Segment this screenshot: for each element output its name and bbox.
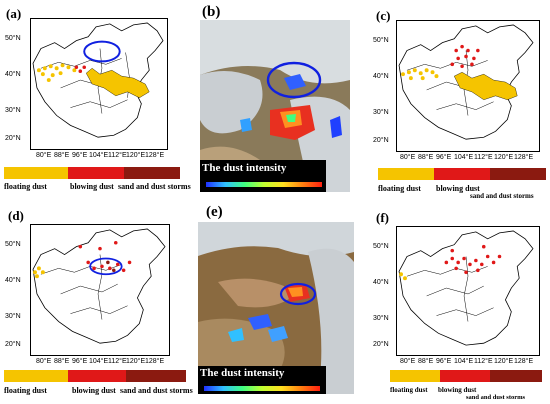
legend-blowing: blowing dust [72,386,116,395]
lat-label: 40°N [373,73,389,80]
lat-label: 50°N [373,37,389,44]
lon-label: 80°E [36,152,52,159]
lat-label: 20°N [373,137,389,144]
lon-label: 112°E [108,358,127,365]
lon-label: 120°E [494,358,514,365]
lat-label: 20°N [5,341,21,348]
intensity-colorbar-b: The dust intensity [200,160,326,192]
lon-label: 104°E [454,358,474,365]
lat-label: 20°N [373,341,389,348]
china-map-c [398,24,534,140]
legend-blowing: blowing dust [438,386,477,394]
lat-label: 30°N [373,109,389,116]
china-map-f [398,230,534,346]
panel-label-f: (f) [376,210,389,225]
lon-label: 88°E [54,358,70,365]
legend-floating: floating dust [4,386,47,395]
lon-label: 112°E [474,154,493,161]
highlight-ellipse-b [266,61,322,99]
lon-label: 88°E [418,358,434,365]
map-panel-c: 50°N 40°N 30°N 20°N [373,20,540,152]
intensity-title-b: The dust intensity [202,162,287,174]
map-panel-a: 50°N 40°N 30°N 20°N [5,18,168,150]
legend-storms: sand and dust storms [470,192,534,200]
lon-label: 104°E [89,152,109,159]
intensity-colorbar-e: The dust intensity [198,366,326,394]
china-map-d [32,228,166,344]
panel-label-a: (a) [6,6,22,21]
floating-dust-dots-a [36,63,77,83]
lat-label: 40°N [373,279,389,286]
lon-label: 104°E [89,358,109,365]
lat-label: 50°N [5,241,21,248]
legend-bar-c [378,168,546,180]
lat-label: 50°N [5,35,21,42]
highlight-ellipse-a [83,40,121,63]
panel-label-b: (b) [202,4,221,20]
intensity-gradient-b [206,182,322,187]
lon-label: 112°E [108,152,127,159]
lon-label: 104°E [454,154,474,161]
map-panel-f: 50°N 40°N 30°N 20°N [373,226,540,356]
lon-label: 96°E [72,358,88,365]
legend-floating: floating dust [378,184,421,193]
lon-label: 120°E [126,152,146,159]
lon-label: 88°E [54,152,70,159]
intensity-title-e: The dust intensity [200,367,285,379]
lon-label: 112°E [474,358,493,365]
blowing-dust-dots-a [74,65,86,73]
lon-label: 120°E [494,154,514,161]
lat-label: 30°N [5,107,21,114]
panel-label-d: (d) [8,208,24,223]
lon-label: 80°E [400,358,416,365]
lat-label: 30°N [5,313,21,320]
map-panel-d: 50°N 40°N 30°N 20°N [5,224,170,356]
lon-label: 96°E [436,358,452,365]
lon-label: 128°E [145,152,165,159]
panel-label-c: (c) [376,8,391,23]
legend-blowing: blowing dust [70,182,114,191]
lon-label: 128°E [514,154,534,161]
satellite-image-e [198,222,354,394]
lon-label: 120°E [126,358,146,365]
highlight-ellipse-d [89,257,123,276]
legend-storms: sand and dust storms [118,182,191,191]
intensity-gradient-e [204,386,320,391]
lon-label: 96°E [72,152,88,159]
legend-storms: sand and dust storms [466,394,526,401]
lon-label: 80°E [36,358,52,365]
legend-bar-d [4,370,186,382]
legend-floating: floating dust [4,182,47,191]
lat-label: 40°N [5,277,21,284]
lat-label: 40°N [5,71,21,78]
legend-bar-f [390,370,542,382]
legend-floating: floating dust [390,386,428,394]
legend-blowing: blowing dust [436,184,480,193]
legend-storms: sand and dust storms [120,386,193,395]
lon-label: 96°E [436,154,452,161]
panel-label-e: (e) [206,204,223,220]
lat-label: 30°N [373,315,389,322]
lat-label: 50°N [373,243,389,250]
lon-label: 88°E [418,154,434,161]
highlight-ellipse-e [279,282,317,306]
lat-label: 20°N [5,135,21,142]
lon-label: 128°E [514,358,534,365]
lon-label: 128°E [145,358,165,365]
legend-bar-a [4,167,180,179]
china-map-a [32,22,164,138]
lon-label: 80°E [400,154,416,161]
